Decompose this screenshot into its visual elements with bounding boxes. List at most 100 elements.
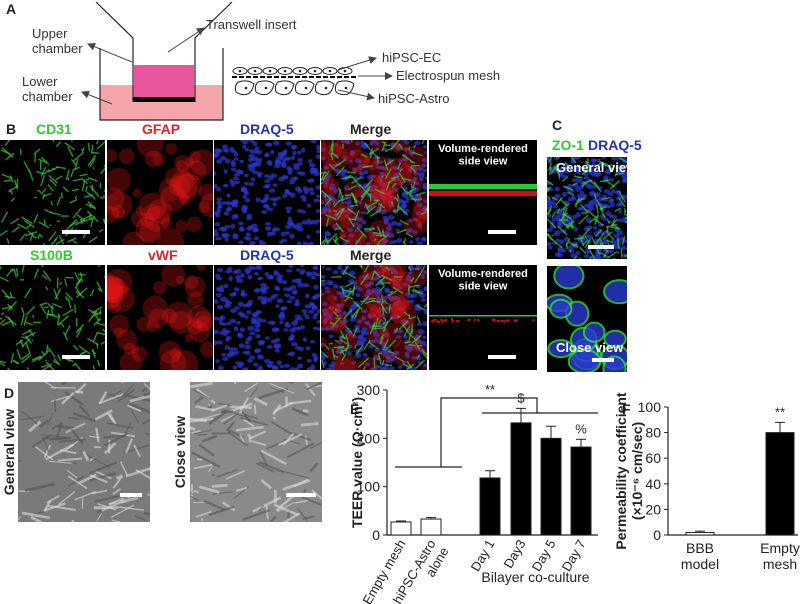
nucleus [324, 86, 328, 90]
nucleus [246, 310, 252, 315]
nucleus [571, 178, 579, 183]
nucleus [313, 69, 317, 73]
signal [107, 283, 123, 309]
nucleus [586, 184, 594, 190]
signal [186, 160, 207, 181]
arrow [337, 56, 377, 71]
annotation: $ [517, 390, 525, 405]
nucleus [228, 275, 233, 282]
nucleus [340, 140, 345, 144]
nucleus [577, 207, 583, 211]
signal [40, 175, 45, 187]
fiber [104, 432, 129, 447]
signal [97, 265, 101, 268]
signal [56, 220, 61, 223]
signal [572, 255, 578, 259]
fiber [225, 470, 245, 480]
signal [33, 268, 40, 279]
signal [199, 183, 213, 201]
fiber [235, 486, 248, 492]
fiber [89, 471, 116, 482]
signal [70, 170, 74, 178]
signal [164, 167, 184, 187]
nucleus [282, 194, 287, 199]
nucleus [361, 315, 367, 321]
signal [396, 202, 400, 212]
signal [352, 285, 356, 296]
fiber [198, 443, 215, 457]
nucleus [306, 358, 312, 363]
signal [344, 296, 350, 302]
signal [321, 313, 333, 330]
fiber [43, 382, 57, 389]
nucleus [274, 327, 280, 332]
nucleus [621, 175, 627, 179]
signal [360, 300, 365, 303]
y-tick-label: 100 [357, 479, 381, 495]
signal [614, 207, 621, 213]
nucleus [315, 229, 320, 234]
signal [370, 300, 391, 322]
signal [39, 302, 48, 306]
fiber [89, 461, 118, 475]
nucleus [305, 293, 310, 299]
signal [38, 233, 43, 238]
signal [89, 185, 100, 197]
nucleus [214, 231, 219, 237]
stain-label: Merge [350, 121, 391, 137]
signal [10, 217, 20, 225]
nucleus [387, 214, 395, 220]
nucleus [323, 312, 329, 317]
nucleus [254, 314, 259, 318]
nucleus [284, 86, 288, 90]
signal [410, 276, 415, 282]
nucleus [255, 160, 262, 166]
signal [25, 305, 36, 316]
signal [329, 315, 347, 333]
nucleus [233, 180, 240, 185]
nucleus [233, 306, 240, 310]
signal [377, 353, 382, 364]
fiber [239, 434, 245, 443]
fiber [119, 461, 128, 476]
signal [557, 225, 568, 236]
nucleus [310, 271, 318, 276]
signal [107, 287, 119, 303]
signal [324, 235, 329, 245]
signal [91, 151, 100, 154]
nucleus [551, 217, 557, 222]
nucleus [223, 303, 231, 308]
nucleus [392, 188, 399, 193]
signal [402, 238, 407, 244]
nucleus [292, 290, 298, 295]
signal [348, 185, 357, 191]
signal [382, 321, 387, 325]
signal [103, 218, 105, 222]
signal [376, 225, 383, 237]
nucleus [232, 176, 239, 181]
signal [165, 143, 178, 155]
nucleus [272, 140, 280, 146]
nucleus [244, 267, 252, 273]
fiber [129, 408, 140, 424]
signal [332, 152, 339, 159]
fiber [282, 432, 295, 446]
nucleus [380, 195, 387, 201]
bar [685, 531, 715, 536]
signal [383, 159, 389, 171]
signal [131, 346, 148, 362]
fiber [248, 439, 267, 446]
signal [335, 207, 345, 217]
fiber [55, 422, 63, 438]
signal [40, 188, 47, 195]
signal [91, 348, 96, 359]
nucleus [303, 312, 308, 317]
signal [0, 360, 7, 364]
fiber [28, 420, 42, 433]
signal [7, 301, 18, 312]
nucleus [421, 163, 427, 168]
signal [390, 307, 407, 323]
signal [174, 154, 191, 172]
nucleus [603, 329, 627, 348]
nucleus [422, 186, 427, 191]
